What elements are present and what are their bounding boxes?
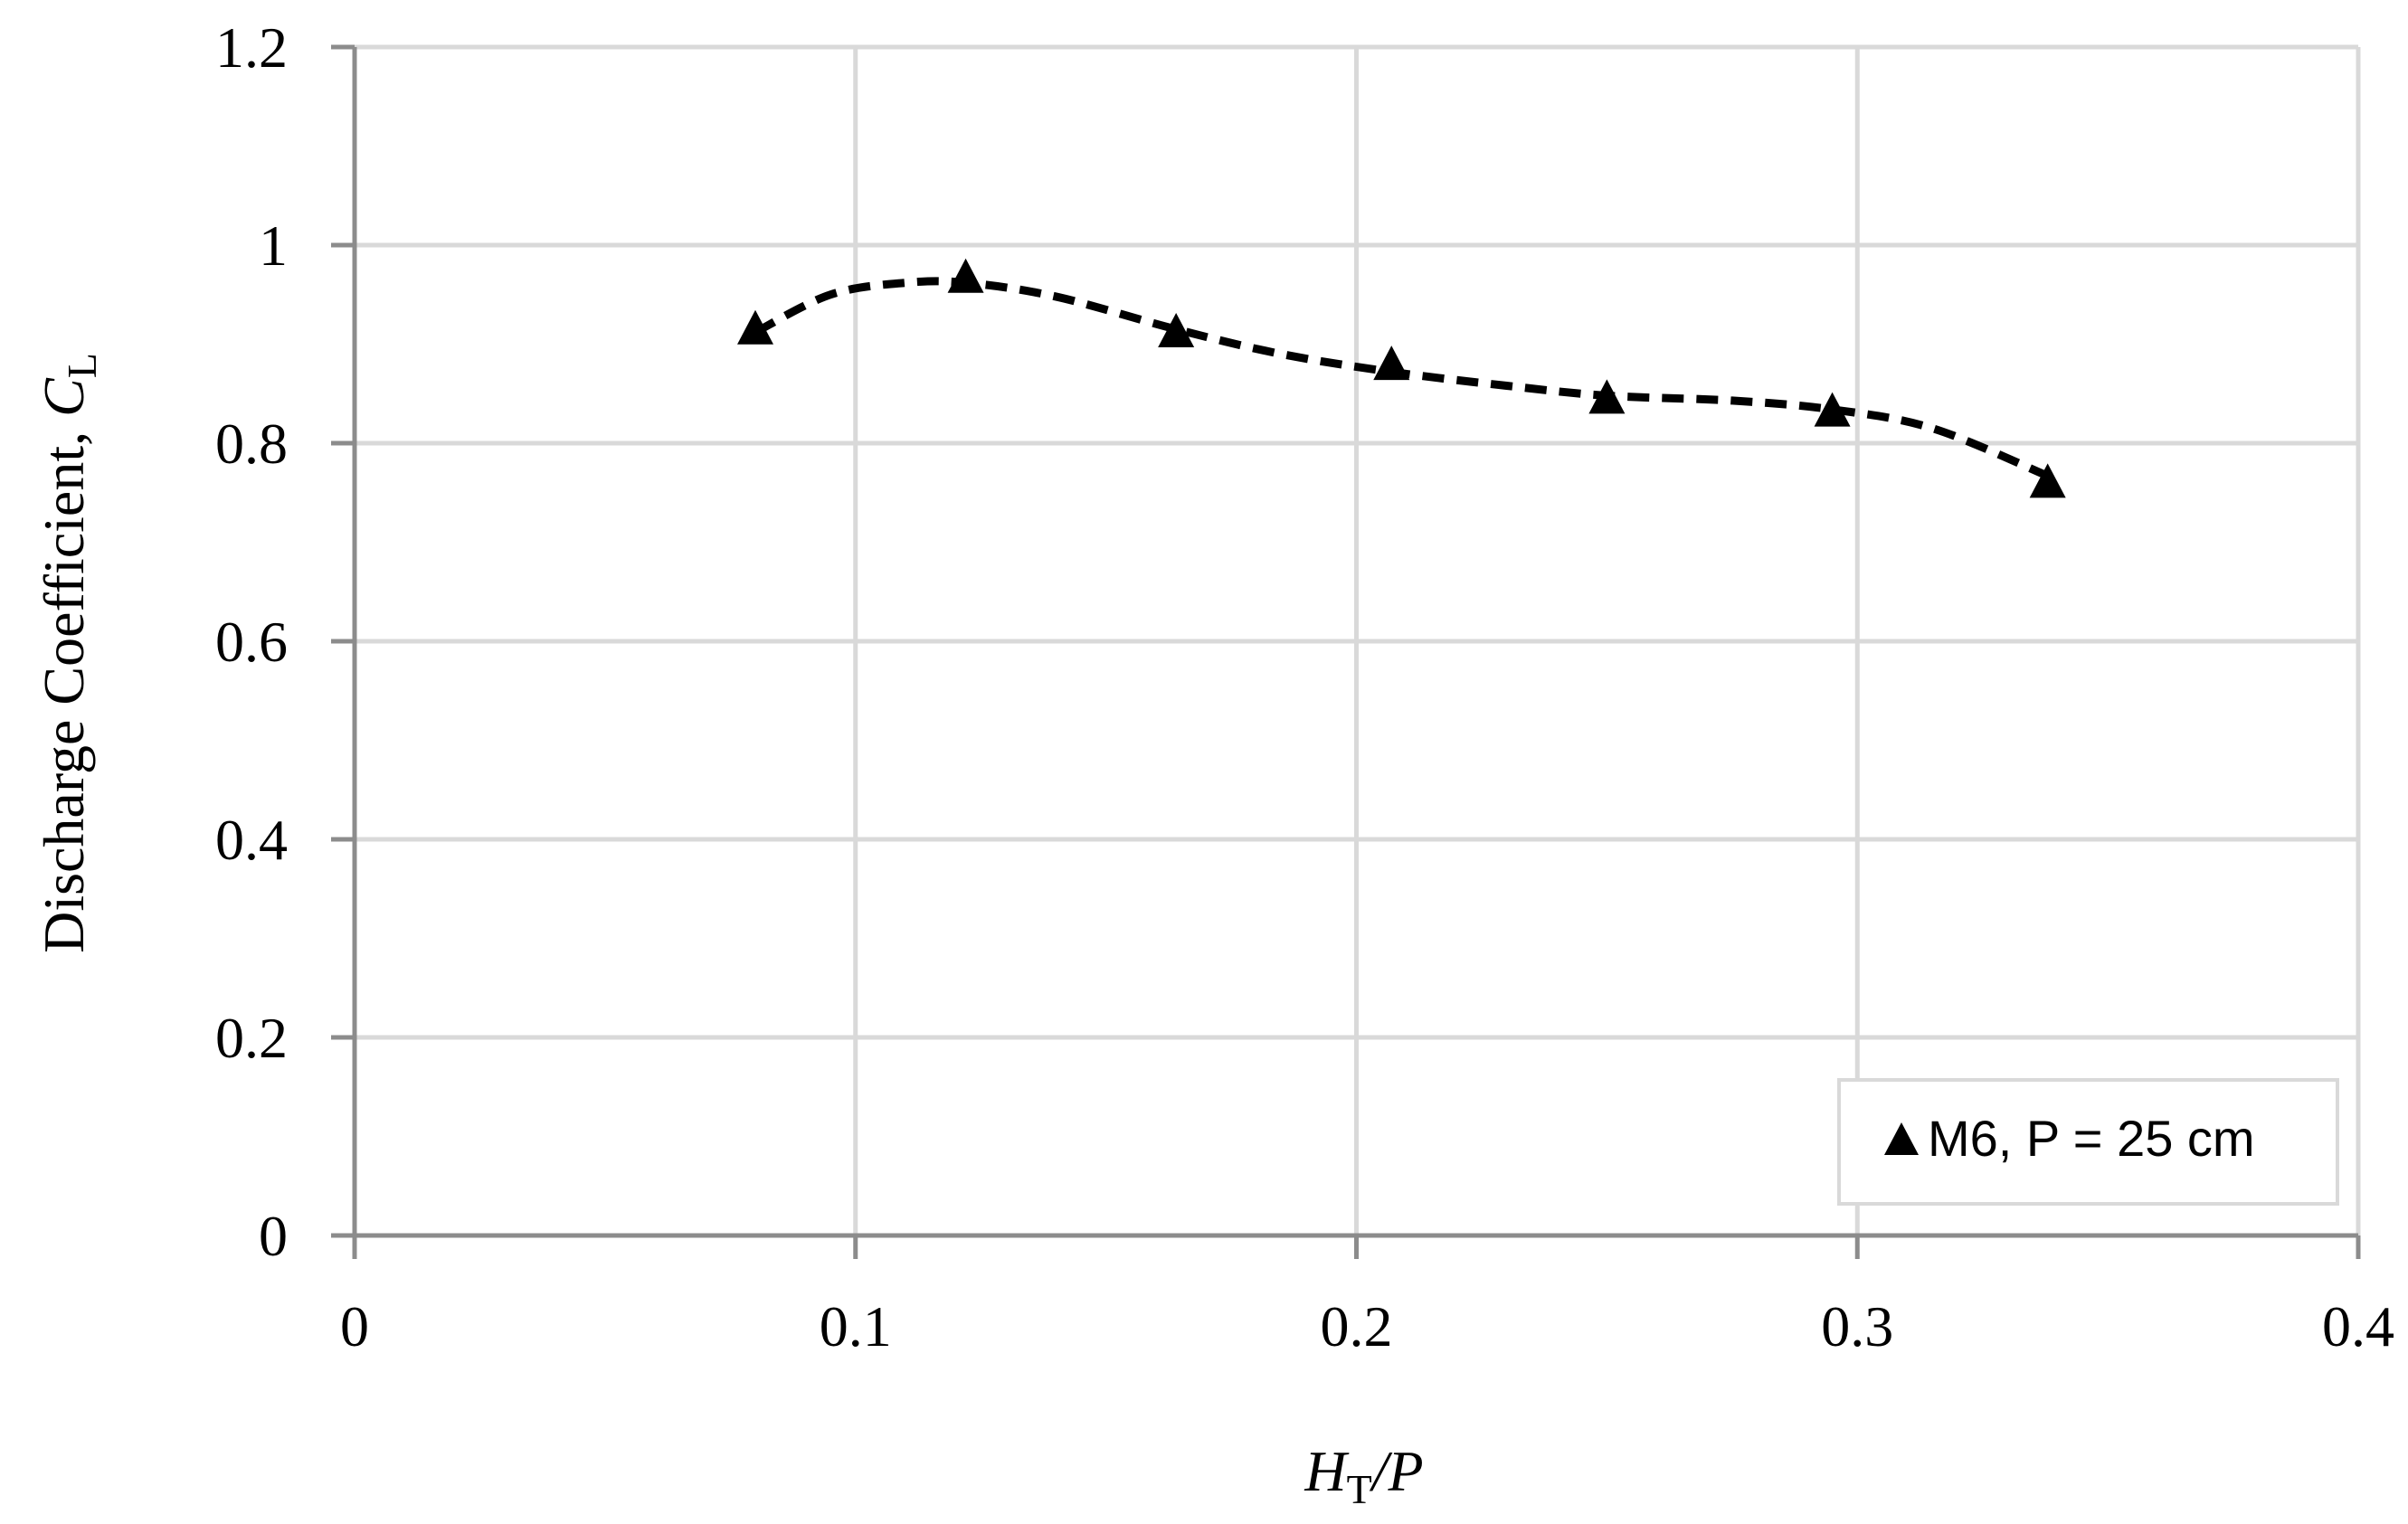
data-point-triangle-0-5 — [1814, 392, 1851, 427]
y-tick-label-2: 0.4 — [215, 808, 288, 872]
y-tick-label-3: 0.6 — [215, 610, 288, 674]
y-axis-title: Discharge Coefficient, CL — [32, 353, 105, 953]
data-point-triangle-0-2 — [1158, 312, 1195, 347]
legend: M6, P = 25 cm — [1837, 1078, 2339, 1206]
y-tick-label-5: 1 — [259, 213, 288, 278]
legend-label: M6, P = 25 cm — [1928, 1110, 2255, 1167]
data-point-triangle-0-0 — [737, 309, 773, 345]
trendline — [753, 277, 2050, 480]
y-tick-label-6: 1.2 — [215, 15, 288, 80]
x-axis-title: HT/P — [1304, 1439, 1423, 1512]
x-tick-label-3: 0.3 — [1821, 1294, 1893, 1358]
x-axis-title-sub: T — [1347, 1466, 1372, 1512]
tick-labels: 0 0.2 0.4 0.6 0.8 1 1.2 0 0.1 0.2 0.3 0.4 — [215, 15, 2394, 1358]
y-axis-title-main: Discharge Coefficient, — [32, 417, 96, 953]
x-tick-label-2: 0.2 — [1321, 1294, 1393, 1358]
x-axis-title-rest: /P — [1370, 1439, 1424, 1503]
data-points — [737, 258, 2066, 498]
x-tick-label-1: 0.1 — [820, 1294, 892, 1358]
data-point-triangle-0-6 — [2029, 463, 2066, 498]
grid — [355, 44, 2361, 1235]
legend-triangle-icon — [1884, 1122, 1919, 1155]
y-tick-label-4: 0.8 — [215, 412, 288, 476]
y-tick-label-0: 0 — [259, 1204, 288, 1268]
x-tick-label-4: 0.4 — [2322, 1294, 2394, 1358]
data-point-triangle-0-4 — [1588, 379, 1626, 414]
data-point-triangle-0-1 — [947, 258, 984, 293]
data-point-triangle-0-3 — [1373, 346, 1410, 381]
x-tick-label-0: 0 — [340, 1294, 369, 1358]
y-tick-label-1: 0.2 — [215, 1006, 288, 1070]
x-axis-title-var: H — [1304, 1439, 1350, 1503]
y-axis-title-sub: L — [59, 353, 105, 378]
y-axis-title-var: C — [32, 377, 96, 417]
axes — [331, 44, 2361, 1259]
legend-box — [1837, 1078, 2339, 1206]
trendline-path — [753, 277, 2050, 480]
